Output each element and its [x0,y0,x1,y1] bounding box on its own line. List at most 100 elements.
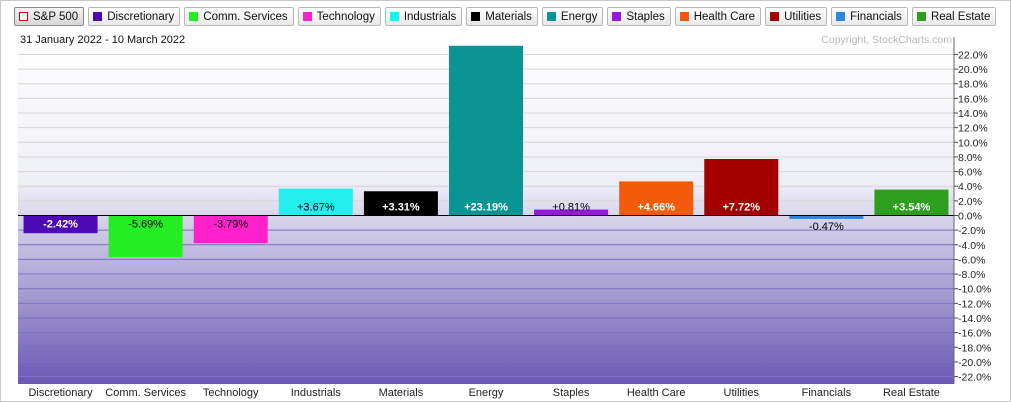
bar-value-label: -2.42% [43,219,78,231]
y-tick-label: 6.0% [958,167,982,179]
legend-swatch [836,12,846,21]
x-tick-label: Health Care [627,387,686,399]
x-tick-label: Technology [203,387,259,399]
legend-swatch [93,12,103,21]
y-tick-label: -8.0% [958,269,985,281]
legend-swatch [770,12,780,21]
legend-swatch [189,12,199,21]
legend-swatch [302,12,312,21]
y-tick-label: -14.0% [958,313,991,325]
legend-label: Industrials [403,10,457,23]
copyright-text: Copyright, StockCharts.com [821,34,952,46]
y-tick-label: 10.0% [958,137,988,149]
y-tick-label: -22.0% [958,372,991,384]
bar-labels: -2.42% -5.69% -3.79% +3.67% +3.31% +23.19% +0.… [43,202,930,233]
x-tick-label: Comm. Services [105,387,186,399]
bar [449,45,523,216]
bar [874,189,949,216]
y-tick-label: 2.0% [958,196,982,208]
legend-swatch [612,12,622,21]
bar [108,215,183,258]
y-tick-label: 4.0% [958,181,982,193]
y-axis-tick-labels: 22.0% 20.0% 18.0% 16.0% 14.0% 12.0% 10.0% 8.0% 6… [953,37,991,384]
legend-label: S&P 500 [33,10,79,23]
bar [193,215,268,244]
x-tick-label: Materials [379,387,424,399]
legend-item-financials[interactable]: Financials [831,7,908,26]
legend-item-s-p-500[interactable]: S&P 500 [14,7,85,26]
bar [278,188,353,216]
y-tick-label: 20.0% [958,64,988,76]
legend-item-materials[interactable]: Materials [466,7,538,26]
bar-value-label: +7.72% [722,202,760,214]
legend-item-health-care[interactable]: Health Care [674,7,762,26]
x-tick-label: Financials [802,387,852,399]
y-tick-label: 22.0% [958,49,988,61]
bar-value-label: +0.81% [552,202,590,214]
bar-value-label: -3.79% [213,219,248,231]
x-axis-tick-labels: Discretionary Comm. Services Technology Ind… [28,387,939,399]
x-tick-label: Staples [553,387,590,399]
y-tick-label: -20.0% [958,357,991,369]
legend-label: Technology [316,10,375,23]
legend-item-comm-services[interactable]: Comm. Services [184,7,294,26]
x-tick-label: Utilities [724,387,760,399]
legend-label: Real Estate [930,10,991,23]
legend-swatch [546,12,556,21]
legend-item-staples[interactable]: Staples [607,7,671,26]
legend-label: Staples [626,10,665,23]
legend-item-technology[interactable]: Technology [297,7,381,26]
x-tick-label: Real Estate [883,387,940,399]
y-tick-label: -12.0% [958,298,991,310]
legend-swatch [389,12,399,21]
y-tick-label: 8.0% [958,152,982,164]
bar [534,209,609,216]
legend-item-real-estate[interactable]: Real Estate [911,7,997,26]
y-tick-label: -2.0% [958,225,985,237]
bar [704,158,779,216]
legend-label: Utilities [784,10,822,23]
legend-swatch [916,12,926,21]
x-tick-label: Energy [469,387,504,399]
bar-value-label: +23.19% [464,202,508,214]
x-tick-label: Industrials [291,387,342,399]
legend-label: Financials [850,10,902,23]
x-tick-label: Discretionary [28,387,93,399]
legend: S&P 500 Discretionary Comm. Services Techno… [14,7,997,28]
legend-item-energy[interactable]: Energy [541,7,604,26]
legend-label: Materials [485,10,532,23]
legend-swatch [471,12,481,21]
legend-swatch [19,12,28,21]
bar [789,215,864,219]
y-tick-label: 14.0% [958,108,988,120]
bars [23,45,949,258]
bar-value-label: +3.67% [297,202,335,214]
bar [619,181,694,216]
legend-label: Comm. Services [203,10,288,23]
legend-swatch [679,12,689,21]
legend-item-industrials[interactable]: Industrials [384,7,463,26]
y-tick-label: 12.0% [958,123,988,135]
y-tick-label: -18.0% [958,342,991,354]
y-tick-label: 16.0% [958,93,988,105]
y-tick-label: -6.0% [958,254,985,266]
bar-value-label: +3.31% [382,202,420,214]
legend-label: Energy [560,10,598,23]
bar [363,191,438,216]
bar-value-label: +4.66% [637,202,675,214]
y-tick-label: -10.0% [958,284,991,296]
bar [23,215,98,234]
date-range: 31 January 2022 - 10 March 2022 [20,34,185,46]
y-tick-label: -16.0% [958,328,991,340]
legend-label: Discretionary [107,10,175,23]
bar-value-label: -5.69% [128,219,163,231]
y-tick-label: -4.0% [958,240,985,252]
y-tick-label: 0.0% [958,211,982,223]
bar-value-label: -0.47% [809,221,844,233]
legend-item-utilities[interactable]: Utilities [765,7,828,26]
legend-item-discretionary[interactable]: Discretionary [88,7,181,26]
bar-value-label: +3.54% [893,202,931,214]
y-tick-label: 18.0% [958,79,988,91]
legend-label: Health Care [693,10,756,23]
